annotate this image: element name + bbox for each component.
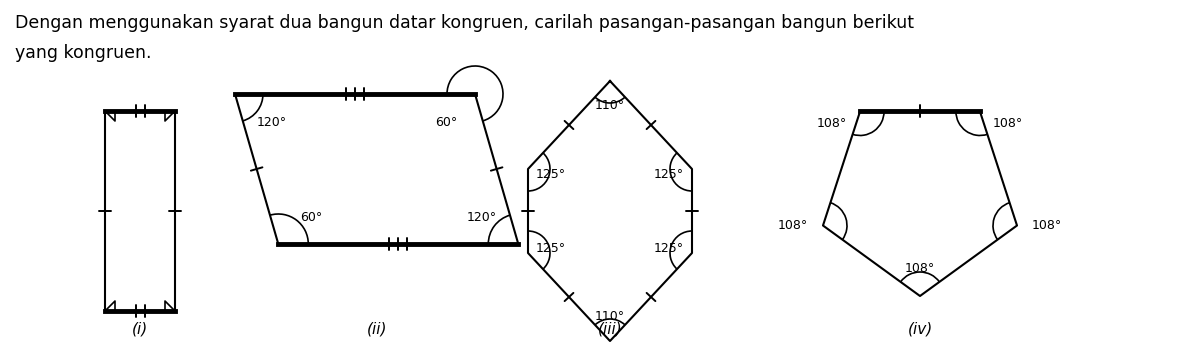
Text: (i): (i) <box>132 322 148 337</box>
Text: 108°: 108° <box>993 117 1024 130</box>
Text: 108°: 108° <box>1032 219 1063 232</box>
Text: 125°: 125° <box>535 242 566 254</box>
Text: 120°: 120° <box>466 211 496 224</box>
Text: 120°: 120° <box>256 116 287 129</box>
Text: 125°: 125° <box>535 168 566 180</box>
Text: (iii): (iii) <box>598 322 623 337</box>
Text: 110°: 110° <box>595 99 625 112</box>
Text: (ii): (ii) <box>366 322 387 337</box>
Text: 108°: 108° <box>778 219 808 232</box>
Text: 125°: 125° <box>654 242 684 254</box>
Text: yang kongruen.: yang kongruen. <box>15 44 151 62</box>
Text: 108°: 108° <box>817 117 847 130</box>
Text: Dengan menggunakan syarat dua bangun datar kongruen, carilah pasangan-pasangan b: Dengan menggunakan syarat dua bangun dat… <box>15 14 914 32</box>
Text: 60°: 60° <box>435 116 457 129</box>
Text: 110°: 110° <box>595 310 625 323</box>
Text: 60°: 60° <box>300 211 323 224</box>
Text: 108°: 108° <box>905 261 935 275</box>
Text: (iv): (iv) <box>908 322 933 337</box>
Text: 125°: 125° <box>654 168 684 180</box>
